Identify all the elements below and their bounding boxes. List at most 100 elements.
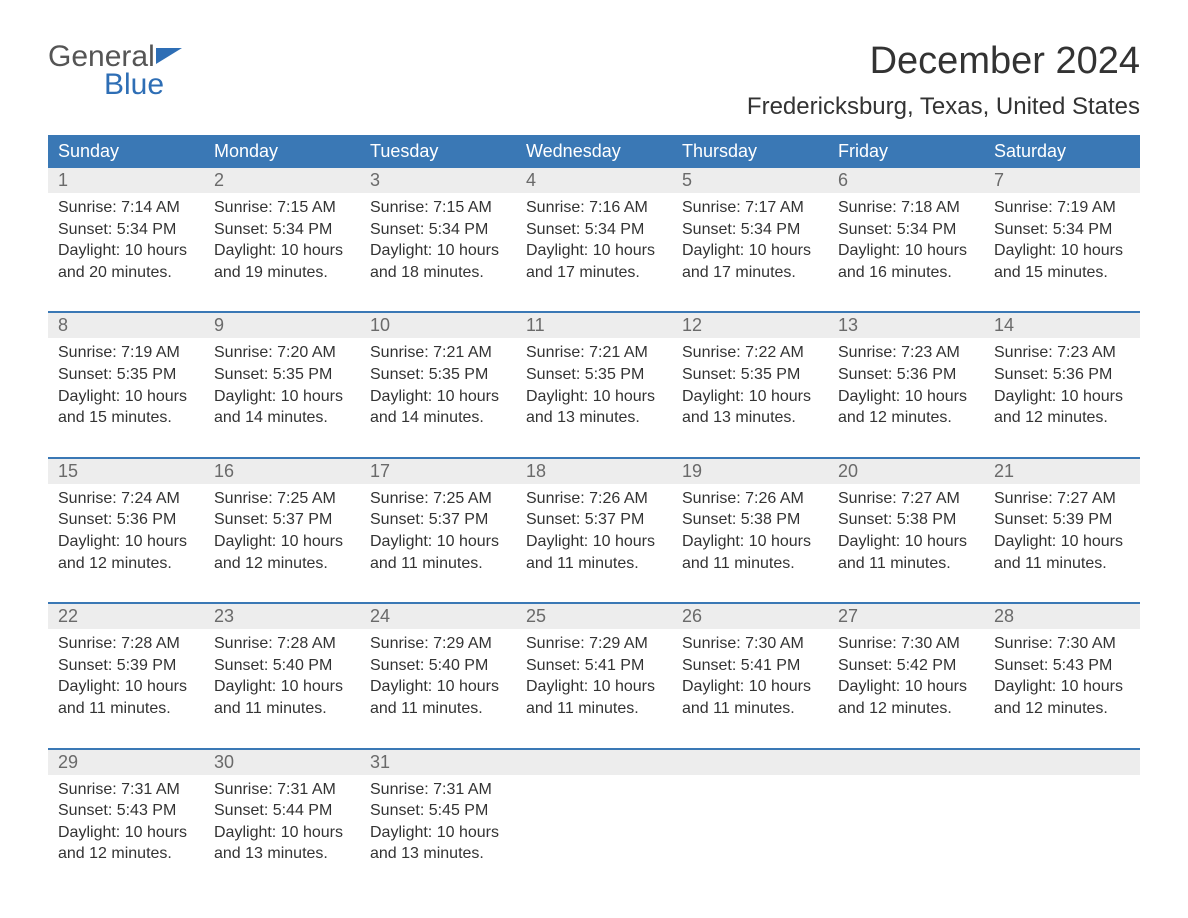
day-header: Sunday xyxy=(48,135,204,168)
day-number: 5 xyxy=(682,170,692,190)
day-detail-cell: Sunrise: 7:23 AMSunset: 5:36 PMDaylight:… xyxy=(984,338,1140,456)
day-number-cell xyxy=(672,750,828,775)
day-number-cell: 20 xyxy=(828,459,984,484)
sunrise-text: Sunrise: 7:23 AM xyxy=(838,342,974,364)
sunset-text: Sunset: 5:38 PM xyxy=(838,509,974,531)
sunset-text: Sunset: 5:44 PM xyxy=(214,800,350,822)
sunrise-text: Sunrise: 7:30 AM xyxy=(838,633,974,655)
daylight-text: Daylight: 10 hours xyxy=(994,240,1130,262)
sunset-text: Sunset: 5:37 PM xyxy=(370,509,506,531)
daylight-text: Daylight: 10 hours xyxy=(370,531,506,553)
day-number-row: 293031 xyxy=(48,750,1140,775)
daylight-text: and 12 minutes. xyxy=(994,407,1130,429)
calendar-table: Sunday Monday Tuesday Wednesday Thursday… xyxy=(48,135,1140,875)
daylight-text: Daylight: 10 hours xyxy=(994,531,1130,553)
day-number: 1 xyxy=(58,170,68,190)
day-detail-cell: Sunrise: 7:23 AMSunset: 5:36 PMDaylight:… xyxy=(828,338,984,456)
day-number-cell: 4 xyxy=(516,168,672,193)
day-detail-row: Sunrise: 7:19 AMSunset: 5:35 PMDaylight:… xyxy=(48,338,1140,456)
sunrise-text: Sunrise: 7:23 AM xyxy=(994,342,1130,364)
day-number-cell: 27 xyxy=(828,604,984,629)
sunset-text: Sunset: 5:43 PM xyxy=(58,800,194,822)
daylight-text: Daylight: 10 hours xyxy=(838,676,974,698)
day-detail-cell: Sunrise: 7:18 AMSunset: 5:34 PMDaylight:… xyxy=(828,193,984,311)
daylight-text: Daylight: 10 hours xyxy=(838,531,974,553)
day-header: Thursday xyxy=(672,135,828,168)
day-number: 27 xyxy=(838,606,858,626)
daylight-text: and 11 minutes. xyxy=(994,553,1130,575)
day-number-cell: 5 xyxy=(672,168,828,193)
day-number: 4 xyxy=(526,170,536,190)
daylight-text: and 19 minutes. xyxy=(214,262,350,284)
daylight-text: Daylight: 10 hours xyxy=(370,240,506,262)
daylight-text: Daylight: 10 hours xyxy=(526,531,662,553)
sunset-text: Sunset: 5:39 PM xyxy=(994,509,1130,531)
day-number: 6 xyxy=(838,170,848,190)
day-detail-cell: Sunrise: 7:29 AMSunset: 5:40 PMDaylight:… xyxy=(360,629,516,747)
day-number: 23 xyxy=(214,606,234,626)
daylight-text: Daylight: 10 hours xyxy=(682,386,818,408)
sunset-text: Sunset: 5:39 PM xyxy=(58,655,194,677)
day-detail-cell: Sunrise: 7:26 AMSunset: 5:38 PMDaylight:… xyxy=(672,484,828,602)
day-detail-cell: Sunrise: 7:20 AMSunset: 5:35 PMDaylight:… xyxy=(204,338,360,456)
day-number-cell: 6 xyxy=(828,168,984,193)
day-header: Saturday xyxy=(984,135,1140,168)
sunrise-text: Sunrise: 7:19 AM xyxy=(58,342,194,364)
sunset-text: Sunset: 5:35 PM xyxy=(370,364,506,386)
day-number: 17 xyxy=(370,461,390,481)
sunrise-text: Sunrise: 7:18 AM xyxy=(838,197,974,219)
day-number-cell: 22 xyxy=(48,604,204,629)
day-number-cell xyxy=(984,750,1140,775)
day-detail-cell: Sunrise: 7:26 AMSunset: 5:37 PMDaylight:… xyxy=(516,484,672,602)
day-number: 16 xyxy=(214,461,234,481)
sunset-text: Sunset: 5:41 PM xyxy=(682,655,818,677)
day-number-cell: 17 xyxy=(360,459,516,484)
day-detail-cell: Sunrise: 7:29 AMSunset: 5:41 PMDaylight:… xyxy=(516,629,672,747)
daylight-text: and 13 minutes. xyxy=(214,843,350,865)
day-header: Friday xyxy=(828,135,984,168)
sunset-text: Sunset: 5:34 PM xyxy=(214,219,350,241)
daylight-text: and 17 minutes. xyxy=(526,262,662,284)
sunset-text: Sunset: 5:35 PM xyxy=(214,364,350,386)
day-number-cell: 9 xyxy=(204,313,360,338)
sunrise-text: Sunrise: 7:25 AM xyxy=(370,488,506,510)
day-detail-cell: Sunrise: 7:16 AMSunset: 5:34 PMDaylight:… xyxy=(516,193,672,311)
sunrise-text: Sunrise: 7:15 AM xyxy=(214,197,350,219)
sunrise-text: Sunrise: 7:26 AM xyxy=(526,488,662,510)
day-number: 24 xyxy=(370,606,390,626)
day-number-cell: 14 xyxy=(984,313,1140,338)
daylight-text: Daylight: 10 hours xyxy=(838,386,974,408)
sunrise-text: Sunrise: 7:27 AM xyxy=(838,488,974,510)
sunset-text: Sunset: 5:34 PM xyxy=(994,219,1130,241)
daylight-text: Daylight: 10 hours xyxy=(214,676,350,698)
daylight-text: and 12 minutes. xyxy=(838,698,974,720)
day-number-cell: 8 xyxy=(48,313,204,338)
sunrise-text: Sunrise: 7:24 AM xyxy=(58,488,194,510)
sunset-text: Sunset: 5:38 PM xyxy=(682,509,818,531)
day-number-cell: 28 xyxy=(984,604,1140,629)
daylight-text: and 14 minutes. xyxy=(214,407,350,429)
day-number-cell: 1 xyxy=(48,168,204,193)
sunset-text: Sunset: 5:36 PM xyxy=(58,509,194,531)
sunrise-text: Sunrise: 7:20 AM xyxy=(214,342,350,364)
day-detail-row: Sunrise: 7:31 AMSunset: 5:43 PMDaylight:… xyxy=(48,775,1140,875)
daylight-text: and 15 minutes. xyxy=(58,407,194,429)
day-number: 21 xyxy=(994,461,1014,481)
day-number: 15 xyxy=(58,461,78,481)
day-number-row: 22232425262728 xyxy=(48,604,1140,629)
day-header: Wednesday xyxy=(516,135,672,168)
daylight-text: Daylight: 10 hours xyxy=(214,386,350,408)
day-number: 29 xyxy=(58,752,78,772)
daylight-text: Daylight: 10 hours xyxy=(58,822,194,844)
sunset-text: Sunset: 5:36 PM xyxy=(838,364,974,386)
sunrise-text: Sunrise: 7:21 AM xyxy=(370,342,506,364)
day-number: 7 xyxy=(994,170,1004,190)
sunrise-text: Sunrise: 7:21 AM xyxy=(526,342,662,364)
day-header: Tuesday xyxy=(360,135,516,168)
day-number-cell: 13 xyxy=(828,313,984,338)
location-subtitle: Fredericksburg, Texas, United States xyxy=(747,93,1140,121)
day-detail-cell: Sunrise: 7:28 AMSunset: 5:40 PMDaylight:… xyxy=(204,629,360,747)
daylight-text: and 11 minutes. xyxy=(370,553,506,575)
sunset-text: Sunset: 5:40 PM xyxy=(214,655,350,677)
sunset-text: Sunset: 5:43 PM xyxy=(994,655,1130,677)
